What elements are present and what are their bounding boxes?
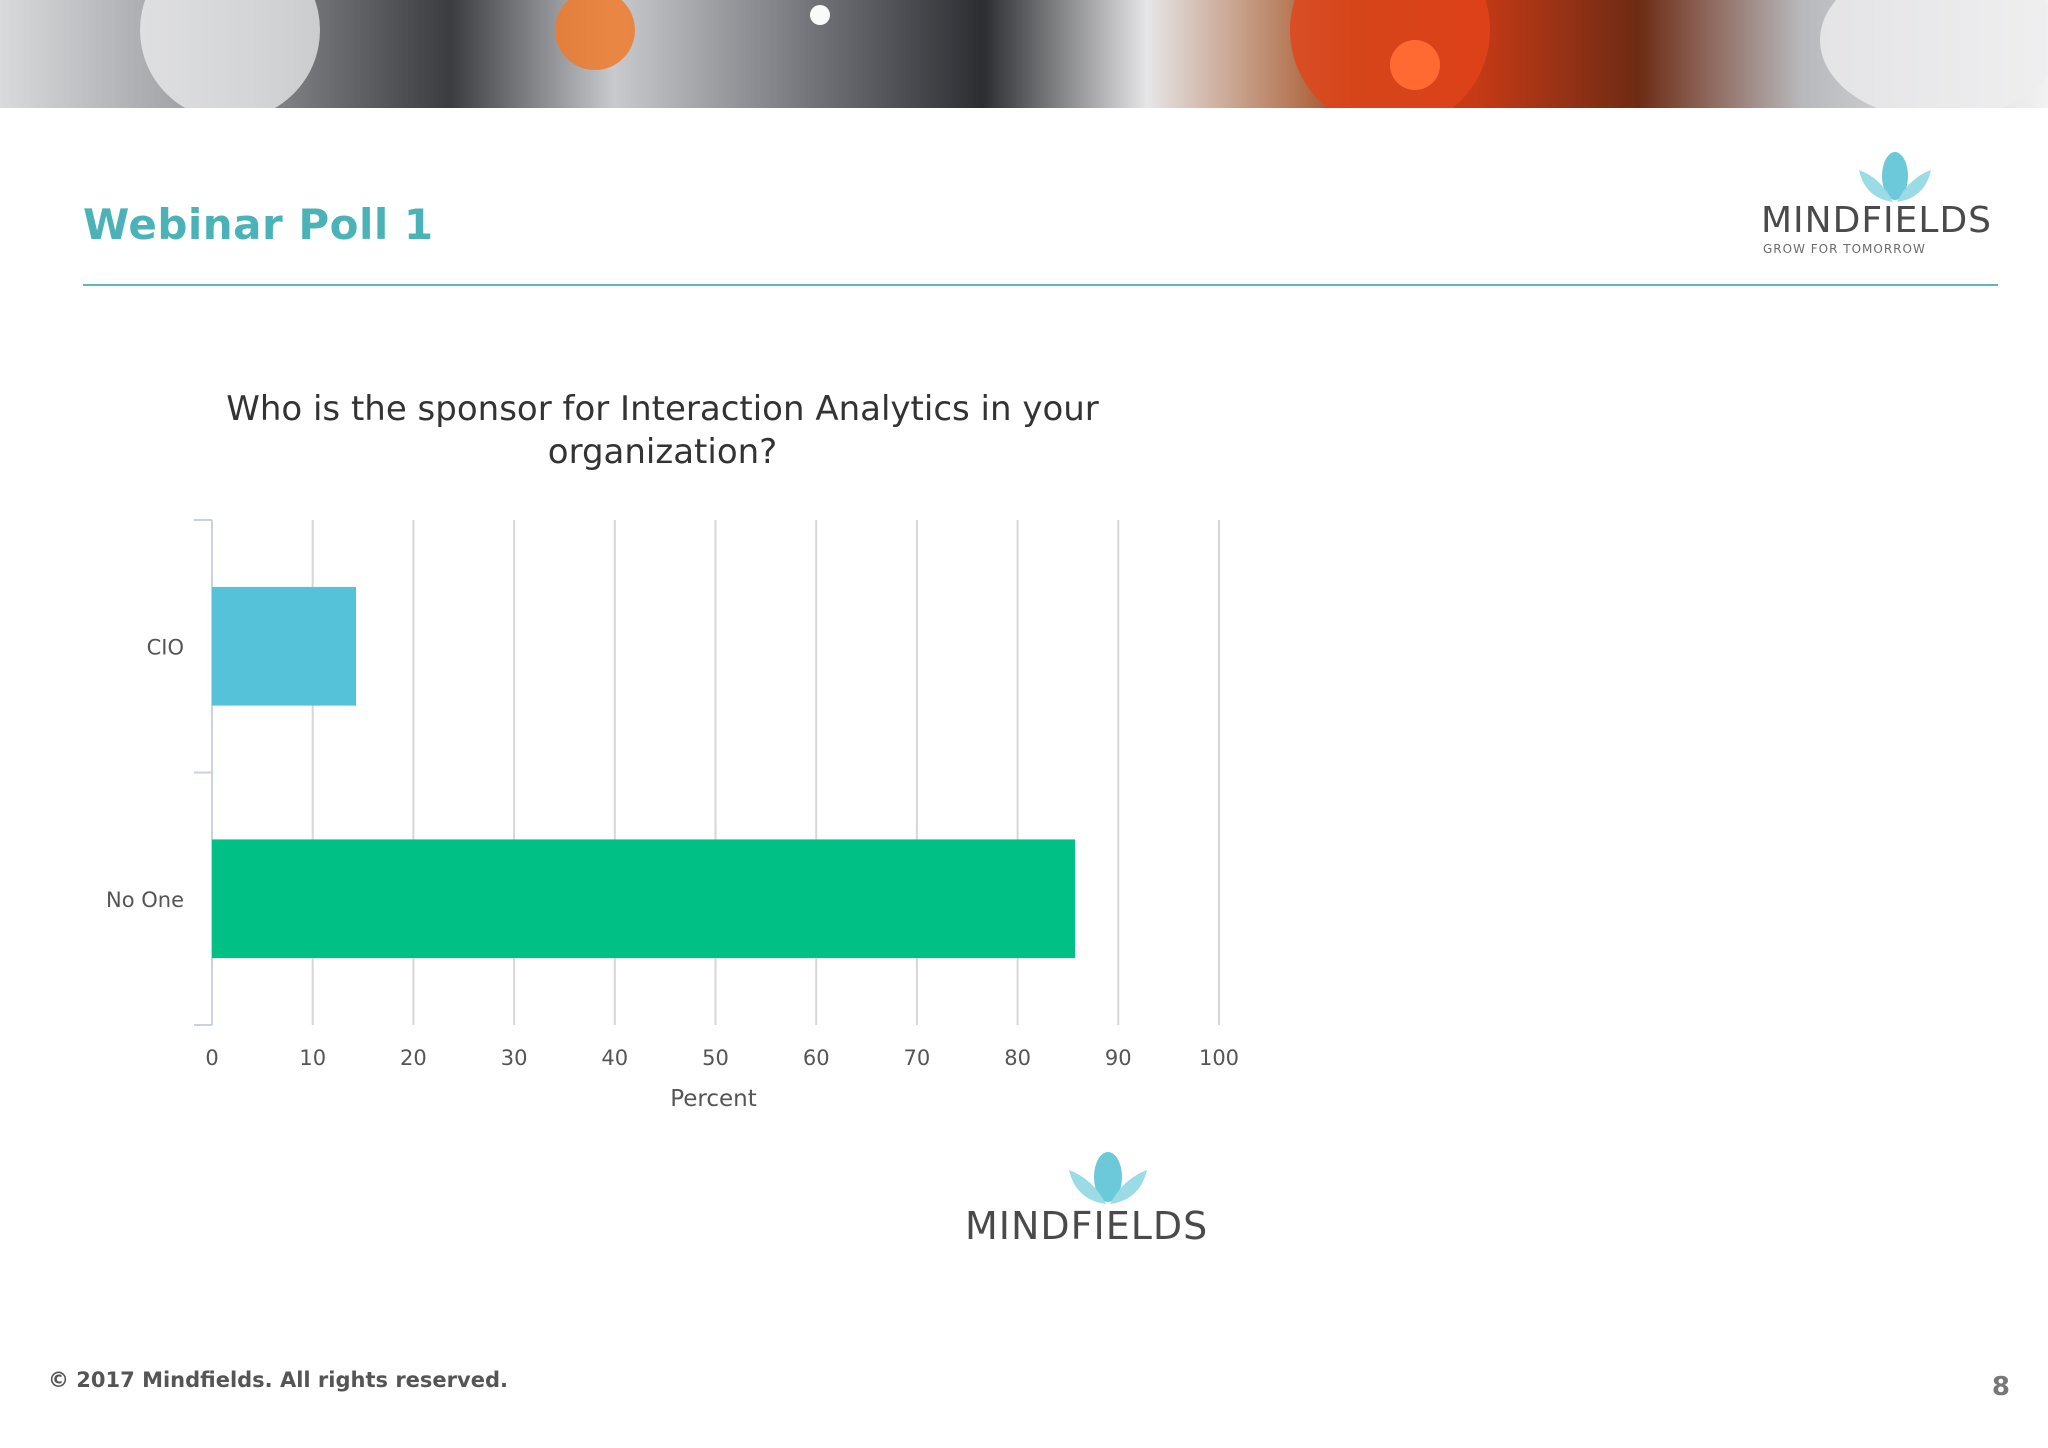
slide-title: Webinar Poll 1 (83, 200, 434, 249)
category-label: CIO (147, 635, 184, 659)
mindfields-logo-bottom: MINDFIELDS (955, 1148, 1245, 1248)
x-tick-label: 60 (803, 1046, 830, 1070)
x-tick-label: 70 (904, 1046, 931, 1070)
mindfields-logo: MINDFIELDS GROW FOR TOMORROW (1755, 148, 2015, 258)
lotus-icon (1859, 152, 1931, 202)
x-axis-label: Percent (670, 1086, 757, 1112)
lotus-icon (1069, 1152, 1147, 1204)
x-tick-label: 100 (1199, 1046, 1239, 1070)
logo-wordmark: MINDFIELDS (965, 1204, 1209, 1248)
x-tick-label: 0 (205, 1046, 218, 1070)
x-tick-label: 90 (1105, 1046, 1132, 1070)
bar-no-one (212, 839, 1075, 959)
page-number: 8 (1991, 1372, 2010, 1402)
logo-wordmark: MINDFIELDS (1761, 200, 1993, 241)
x-tick-label: 20 (400, 1046, 427, 1070)
x-tick-label: 40 (601, 1046, 628, 1070)
logo-tagline: GROW FOR TOMORROW (1763, 242, 1926, 256)
header-divider (83, 284, 1998, 286)
bar-cio (212, 586, 357, 706)
x-tick-label: 80 (1004, 1046, 1031, 1070)
chart-title-line-1: Who is the sponsor for Interaction Analy… (226, 389, 1099, 429)
chart-title-line-2: organization? (547, 432, 778, 472)
x-tick-label: 30 (501, 1046, 528, 1070)
x-tick-label: 50 (702, 1046, 729, 1070)
copyright-footer: © 2017 Mindfields. All rights reserved. (48, 1368, 508, 1392)
x-tick-label: 10 (299, 1046, 326, 1070)
category-label: No One (106, 888, 184, 912)
chart-title: Who is the sponsor for Interaction Analy… (150, 388, 1175, 474)
header-banner-image (0, 0, 2048, 108)
